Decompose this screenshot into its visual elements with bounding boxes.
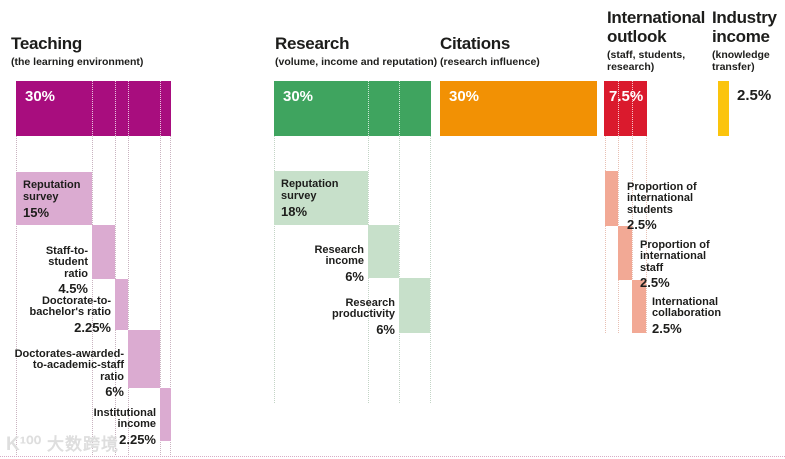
watermark-logo: K¹⁰⁰ (6, 434, 42, 455)
international-sub-students (605, 171, 618, 226)
research-sub-research-productivity (399, 278, 430, 333)
bottom-dotted-divider (0, 456, 785, 457)
sub-label: Research income 6% (314, 243, 364, 284)
bar-divider (399, 81, 400, 136)
teaching-weight: 30% (25, 88, 56, 105)
research-subtitle: (volume, income and reputation) (275, 56, 438, 68)
bar-divider (368, 81, 369, 136)
guide-line (430, 136, 431, 403)
citations-title: Citations (440, 34, 511, 53)
bar-divider (128, 81, 129, 136)
guide-line (92, 136, 93, 455)
sub-label: Proportion of international staff 2.5% (640, 238, 710, 290)
citations-subtitle: (research influence) (440, 56, 540, 68)
international-subtitle: (staff, students, research) (607, 49, 686, 73)
international-bar: 7.5% (604, 81, 647, 136)
teaching-title: Teaching (11, 34, 82, 53)
guide-line (632, 136, 633, 333)
guide-line (170, 136, 171, 455)
bar-divider (160, 81, 161, 136)
sub-label: Doctorate-to- bachelor's ratio 2.25% (29, 294, 111, 335)
sub-label: Staff-to-student ratio 4.5% (45, 244, 88, 296)
bar-divider (618, 81, 619, 136)
watermark-text: 大数跨境 (47, 435, 120, 454)
international-weight: 7.5% (609, 88, 644, 105)
sub-label: Reputation survey 15% (23, 179, 81, 220)
teaching-sub-institutional-income (160, 388, 171, 441)
guide-line (128, 136, 129, 455)
guide-line (399, 136, 400, 403)
international-sub-staff (618, 226, 632, 280)
teaching-sub-reputation-survey: Reputation survey 15% (16, 172, 92, 225)
citations-weight: 30% (449, 88, 480, 105)
research-sub-research-income (368, 225, 399, 278)
sub-label: Proportion of international students 2.5% (627, 180, 697, 232)
research-title: Research (275, 34, 350, 53)
research-weight: 30% (283, 88, 314, 105)
guide-line (605, 136, 606, 333)
sub-label: Reputation survey 18% (281, 178, 339, 219)
guide-line (160, 136, 161, 455)
industry-bar (718, 81, 729, 136)
sub-label: Research productivity 6% (332, 296, 395, 337)
bar-divider (632, 81, 633, 136)
guide-line (274, 136, 275, 403)
industry-subtitle: (knowledge transfer) (712, 49, 770, 73)
teaching-sub-staff-to-student (92, 225, 115, 279)
teaching-sub-doctorates-awarded (128, 330, 160, 388)
international-title: International outlook (607, 8, 706, 46)
guide-line (646, 136, 647, 333)
teaching-sub-doctorate-bachelor (115, 279, 128, 330)
bar-divider (115, 81, 116, 136)
industry-weight: 2.5% (737, 87, 772, 104)
guide-line (16, 136, 17, 455)
citations-bar: 30% (440, 81, 597, 136)
teaching-bar: 30% (16, 81, 171, 136)
bar-divider (92, 81, 93, 136)
watermark: K¹⁰⁰ 大数跨境 (6, 430, 119, 456)
international-sub-collaboration (632, 280, 646, 333)
sub-label: Doctorates-awarded- to-academic-staff ra… (14, 347, 124, 399)
research-bar: 30% (274, 81, 431, 136)
sub-label: International collaboration 2.5% (652, 295, 722, 336)
research-sub-reputation-survey: Reputation survey 18% (274, 171, 368, 225)
industry-title: Industry income (712, 8, 777, 46)
sub-label: Institutional income 2.25% (93, 406, 156, 447)
teaching-subtitle: (the learning environment) (11, 56, 144, 68)
